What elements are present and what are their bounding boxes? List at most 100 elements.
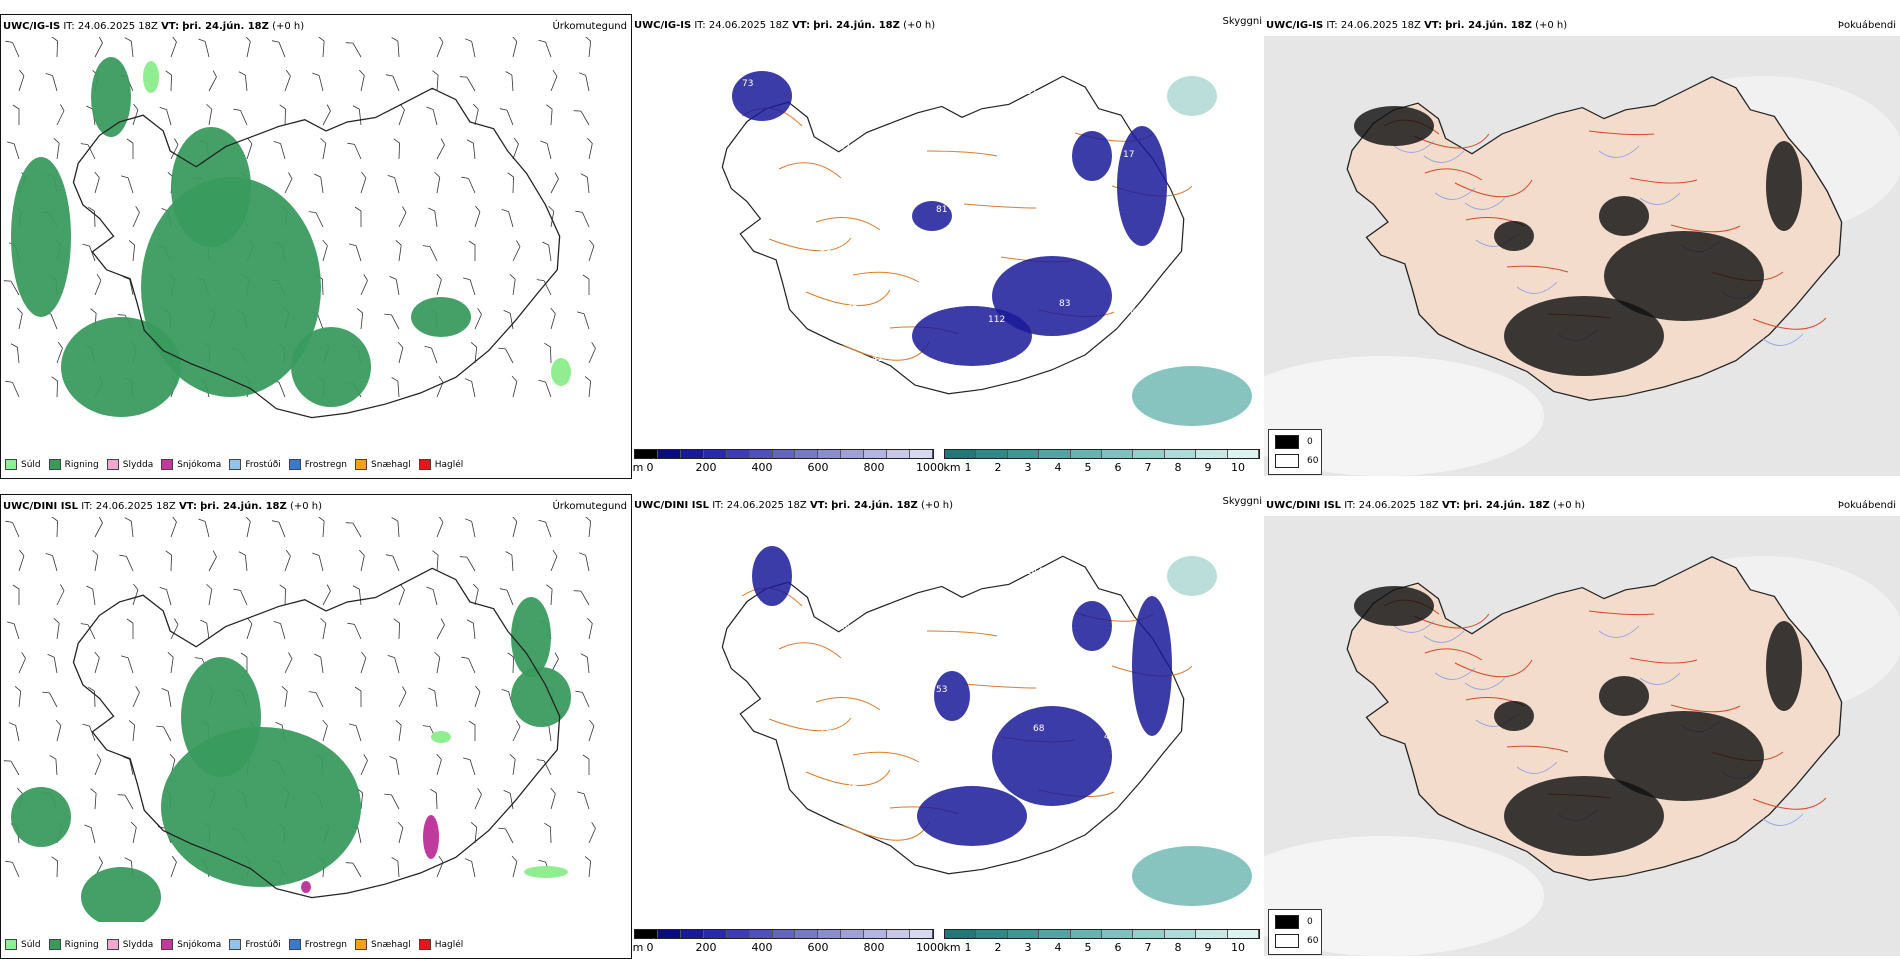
road xyxy=(963,683,1037,689)
coastline xyxy=(1346,556,1843,881)
panel-header: UWC/IG-IS IT: 24.06.2025 18Z VT: þri. 24… xyxy=(3,21,304,32)
wind-barb xyxy=(582,754,590,775)
cloud-base-label: 57 xyxy=(891,732,902,742)
river xyxy=(1598,625,1640,638)
wind-barb xyxy=(121,655,134,674)
wind-barb xyxy=(198,38,210,58)
wind-barb xyxy=(436,37,444,58)
wind-barb xyxy=(49,755,58,776)
wind-barb xyxy=(391,377,400,398)
colorbar-ticks: m 0 200 400 600 800 1000 xyxy=(633,941,944,954)
colorbar-cell xyxy=(1164,450,1197,458)
it-label: IT: xyxy=(1326,20,1338,31)
cloud-base-label: 78 xyxy=(1033,244,1045,254)
wind-barb xyxy=(206,103,213,126)
colorbar-ticks: m 0 200 400 600 800 1000 xyxy=(633,461,944,474)
cloud-base-label: 61 xyxy=(775,315,786,325)
road xyxy=(1670,704,1741,713)
wind-barb xyxy=(473,103,479,126)
rain-area xyxy=(291,327,371,407)
vt-value: þri. 24.jún. 18Z xyxy=(1445,20,1532,31)
road xyxy=(1629,177,1698,184)
wind-barb xyxy=(238,551,248,572)
colorbar-cell xyxy=(945,930,977,938)
legend-swatch xyxy=(5,939,17,950)
sea-fog-area xyxy=(1167,76,1217,116)
wind-barb xyxy=(18,69,25,92)
colorbar-tick: 6 xyxy=(1114,461,1122,474)
wind-barb xyxy=(432,550,439,572)
wind-barb xyxy=(436,375,444,398)
wind-barb xyxy=(575,690,590,708)
wind-barb xyxy=(550,549,558,572)
model-name: UWC/IG-IS xyxy=(1266,20,1324,31)
cloud-base-label: 112 xyxy=(988,315,1005,325)
low-cloud-area xyxy=(1072,601,1112,651)
it-value: 24.06.2025 18Z xyxy=(95,501,176,512)
model-name: UWC/IG-IS xyxy=(3,21,61,32)
cloud-base-label: 43 xyxy=(962,260,973,270)
wind-barb xyxy=(584,517,592,538)
colorbar-unit: km xyxy=(943,941,961,954)
road xyxy=(926,150,998,157)
legend-label: Slydda xyxy=(122,939,154,950)
wind-barb xyxy=(511,375,518,398)
wind-barb xyxy=(512,720,521,742)
colorbar-cell xyxy=(1070,930,1103,938)
wind-barb xyxy=(5,40,20,58)
wind-barb xyxy=(395,240,402,262)
wind-barb xyxy=(466,619,476,640)
wind-barb xyxy=(397,821,404,844)
wind-barb xyxy=(3,760,20,776)
wind-barb xyxy=(548,205,555,228)
wind-barb xyxy=(233,588,248,606)
colorbar-tick: 4 xyxy=(1054,941,1062,954)
colorbar-cell xyxy=(680,930,704,938)
wind-barb xyxy=(80,143,96,160)
fog-legend-item: 0 xyxy=(1275,435,1321,449)
river xyxy=(1762,333,1804,346)
wind-barb xyxy=(12,104,20,125)
wind-barb xyxy=(538,39,552,58)
cloud-base-label: 42 xyxy=(872,354,883,364)
snow-area xyxy=(423,815,439,859)
legend-swatch xyxy=(161,459,174,470)
colorbar-tick: 8 xyxy=(1174,941,1182,954)
cloud-base-label: 38 xyxy=(846,299,858,309)
wind-barb xyxy=(84,824,96,844)
wind-barb xyxy=(584,856,592,878)
wind-barb xyxy=(398,206,407,228)
wind-barb xyxy=(117,794,134,810)
low-cloud-area xyxy=(1117,126,1167,246)
wind-barb xyxy=(170,138,179,160)
wind-barb xyxy=(588,239,595,262)
cloud-base-label: 81 xyxy=(936,205,947,215)
legend-item: Slydda xyxy=(106,459,153,470)
road xyxy=(778,162,842,179)
low-cloud-area xyxy=(934,671,970,721)
snow-area xyxy=(301,881,311,893)
road xyxy=(1454,179,1533,198)
visibility-colorbar: km 1 2 3 4 5 6 7 8 9 10 xyxy=(943,929,1260,954)
cloud-base-label: 51 xyxy=(865,197,876,207)
wind-barb xyxy=(540,140,552,160)
wind-barb xyxy=(384,793,400,810)
low-cloud-area xyxy=(1132,596,1172,736)
colorbar-cell xyxy=(841,930,865,938)
wind-barb xyxy=(322,719,328,742)
vt-value: þri. 24.jún. 18Z xyxy=(813,20,900,31)
colorbar-unit: km xyxy=(943,461,961,474)
legend-swatch xyxy=(48,459,61,470)
road xyxy=(815,217,881,231)
product-title: Úrkomutegund xyxy=(552,21,627,32)
colorbar-tick: 800 xyxy=(863,461,885,474)
wind-barb xyxy=(126,138,134,159)
wind-barb xyxy=(94,37,103,58)
wind-barb xyxy=(577,791,590,810)
colorbar-tick: 0 xyxy=(646,461,654,474)
colorbar-cell xyxy=(1007,450,1040,458)
it-value: 24.06.2025 18Z xyxy=(77,21,158,32)
wind-barb xyxy=(5,520,20,538)
wind-barb xyxy=(94,171,100,194)
cloud-base-label: 68 xyxy=(1033,724,1045,734)
